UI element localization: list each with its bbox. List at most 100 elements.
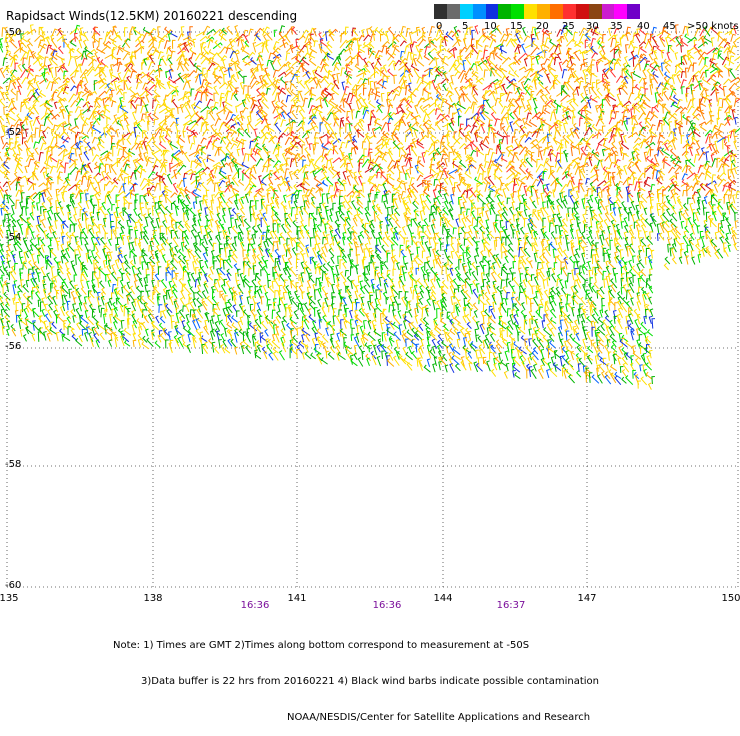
- wind-barb: [547, 184, 550, 191]
- wind-barbs-swath: [0, 25, 740, 390]
- wind-barb: [597, 181, 606, 187]
- wind-barb: [232, 74, 237, 82]
- wind-barb: [206, 190, 209, 197]
- wind-barb: [185, 152, 190, 162]
- wind-barb: [592, 83, 595, 90]
- wind-barb: [66, 248, 70, 258]
- wind-barb: [274, 30, 277, 37]
- wind-barb: [154, 104, 160, 113]
- wind-barb: [533, 201, 537, 208]
- wind-barb: [330, 215, 333, 222]
- wind-barb: [641, 239, 646, 247]
- wind-barb: [602, 191, 605, 198]
- wind-barb: [234, 94, 238, 101]
- wind-barb: [538, 263, 542, 270]
- wind-barb: [74, 224, 77, 232]
- wind-barb: [592, 87, 597, 96]
- wind-barb: [168, 58, 172, 65]
- wind-barb: [172, 267, 178, 277]
- wind-barb: [404, 183, 407, 191]
- wind-barb: [178, 165, 186, 172]
- wind-barb: [322, 194, 325, 203]
- wind-barb: [717, 249, 722, 258]
- wind-barb: [521, 177, 528, 181]
- wind-barb: [483, 265, 486, 275]
- wind-barb: [178, 108, 181, 115]
- wind-barb: [92, 148, 95, 156]
- wind-barb: [668, 239, 671, 246]
- wind-barb: [48, 117, 53, 125]
- wind-barb: [164, 214, 167, 223]
- wind-barb: [394, 120, 402, 126]
- wind-barb: [706, 134, 712, 143]
- wind-barb: [190, 143, 195, 149]
- wind-barb: [235, 64, 238, 71]
- wind-barb: [580, 169, 585, 179]
- wind-barb: [267, 89, 271, 95]
- wind-barb: [278, 147, 282, 157]
- wind-barb: [81, 193, 84, 203]
- wind-barb: [93, 42, 96, 48]
- wind-barb: [667, 208, 671, 216]
- wind-barb: [236, 106, 239, 113]
- wind-barb: [728, 225, 731, 234]
- wind-barb: [299, 238, 305, 247]
- wind-barb: [215, 119, 221, 126]
- wind-barb: [289, 149, 297, 156]
- wind-barb: [310, 46, 317, 53]
- wind-barb: [668, 113, 677, 120]
- wind-barb: [63, 137, 70, 143]
- wind-barb: [324, 65, 327, 72]
- wind-barb: [324, 98, 328, 108]
- wind-barb: [0, 167, 3, 174]
- wind-barb: [680, 108, 687, 113]
- wind-barb: [242, 162, 249, 168]
- wind-barb: [526, 120, 532, 126]
- wind-barb: [626, 33, 629, 41]
- wind-barb: [313, 248, 317, 258]
- wind-barb: [589, 69, 597, 77]
- wind-barb: [702, 77, 710, 85]
- wind-barb: [21, 186, 24, 193]
- wind-barb: [682, 87, 685, 94]
- wind-barb: [731, 34, 736, 41]
- wind-barb: [99, 83, 107, 89]
- wind-barb: [143, 255, 147, 265]
- wind-barb: [668, 231, 671, 238]
- wind-barb: [564, 33, 568, 42]
- wind-barb: [655, 154, 658, 162]
- wind-barb: [627, 247, 630, 257]
- wind-barb: [140, 141, 143, 150]
- wind-barb: [29, 57, 33, 66]
- wind-barb: [92, 137, 97, 143]
- wind-barb: [55, 102, 58, 109]
- wind-barb: [730, 69, 736, 79]
- wind-barb: [208, 231, 212, 240]
- wind-barb: [453, 40, 462, 48]
- wind-barb: [621, 150, 629, 157]
- wind-barb: [473, 104, 477, 114]
- wind-barb: [425, 242, 429, 252]
- wind-barb: [387, 253, 390, 262]
- wind-barb: [117, 238, 120, 244]
- wind-barb: [92, 130, 95, 136]
- wind-barb: [169, 34, 172, 42]
- wind-barb: [473, 94, 478, 102]
- wind-barb: [329, 248, 334, 256]
- wind-barb: [310, 238, 313, 247]
- wind-barb: [155, 203, 158, 209]
- wind-barb: [610, 240, 613, 250]
- wind-barb: [335, 229, 341, 239]
- wind-barb: [267, 124, 275, 132]
- wind-barb: [580, 118, 583, 126]
- wind-barb: [193, 256, 196, 265]
- wind-barb: [643, 100, 651, 108]
- wind-barb: [85, 147, 88, 155]
- wind-barb: [388, 123, 391, 131]
- wind-barb: [243, 108, 249, 114]
- wind-barb: [389, 27, 395, 36]
- wind-barb: [119, 269, 123, 276]
- wind-barb: [168, 174, 172, 184]
- wind-barb: [437, 114, 443, 119]
- wind-barb: [669, 122, 672, 131]
